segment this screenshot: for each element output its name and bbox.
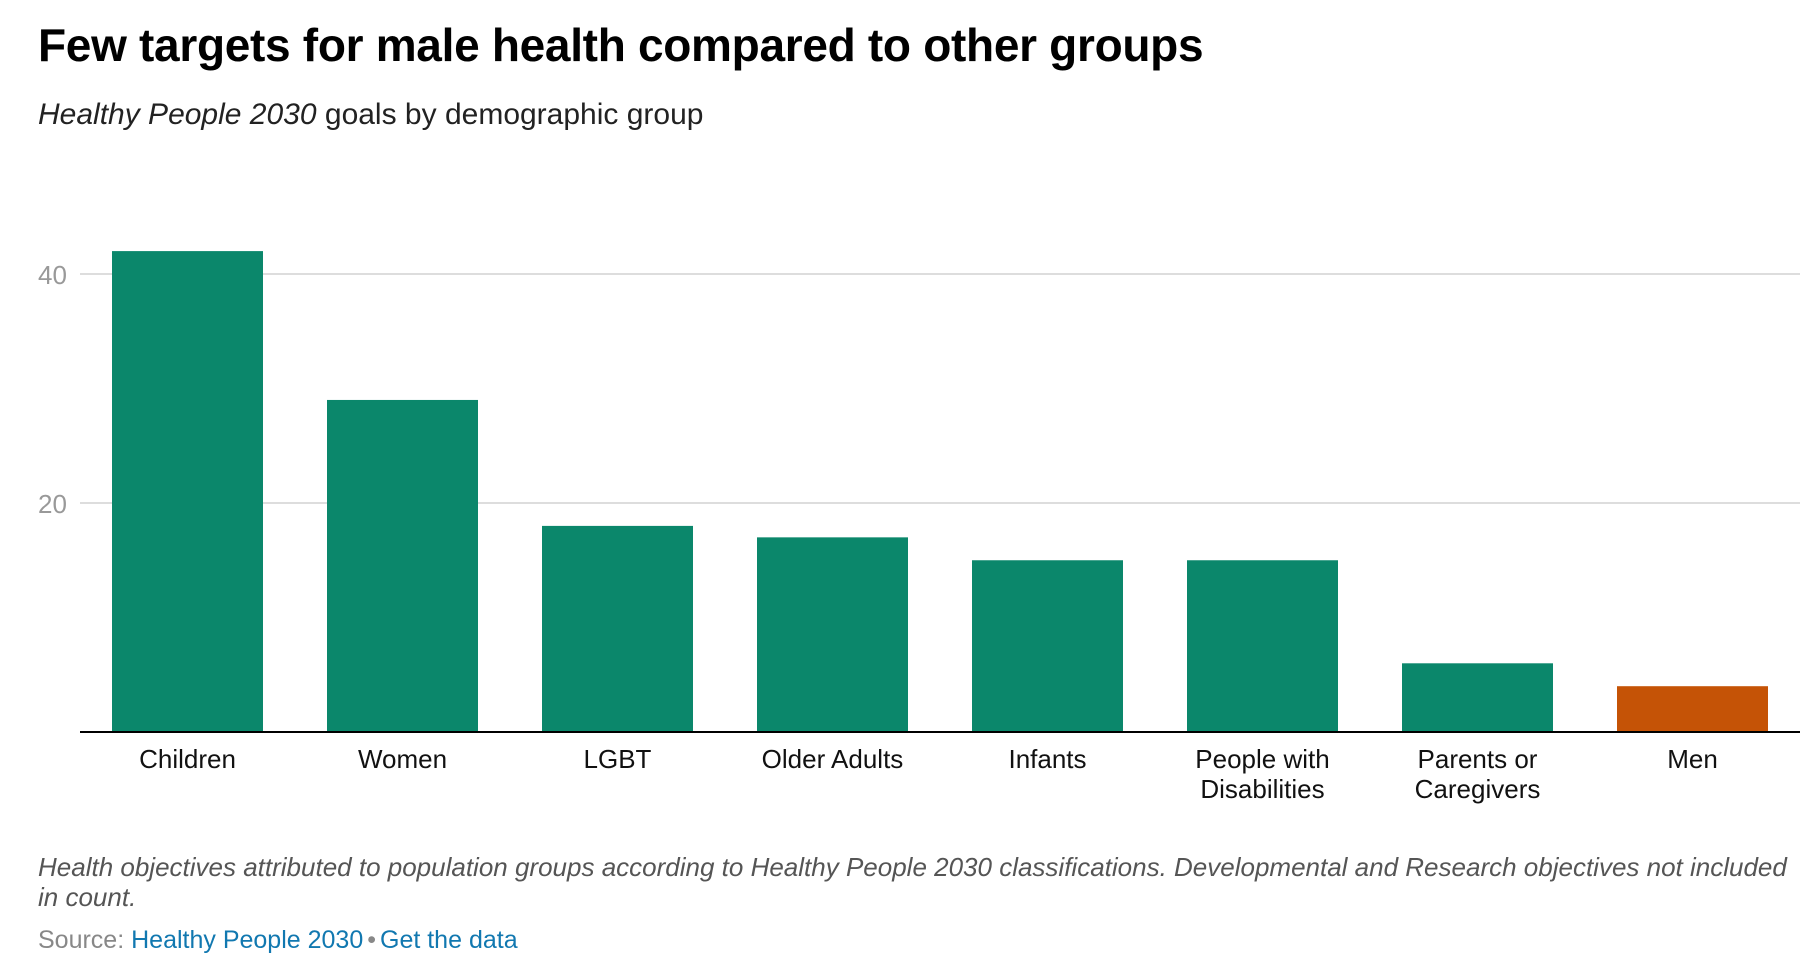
chart-title: Few targets for male health compared to … (38, 19, 1204, 71)
bar-people-with-disabilities (1187, 560, 1338, 732)
y-tick-label-40: 40 (38, 260, 67, 290)
subtitle-italic: Healthy People 2030 (38, 98, 317, 131)
source-separator: • (367, 926, 376, 954)
x-tick-label-men: Men (1667, 744, 1718, 774)
bar-parents-or-caregivers (1402, 663, 1553, 732)
x-tick-label-people-with-disabilities: People with Disabilities (1195, 744, 1329, 804)
chart-note: Health objectives attributed to populati… (38, 852, 1787, 912)
x-tick-label-parents-or-caregivers: Parents or Caregivers (1415, 744, 1541, 804)
x-tick-label-children: Children (139, 744, 236, 774)
x-tick-label-older-adults: Older Adults (762, 744, 904, 774)
chart-subtitle: Healthy People 2030 goals by demographic… (38, 98, 703, 132)
source-link[interactable]: Healthy People 2030 (131, 926, 364, 954)
bar-older-adults (757, 537, 908, 732)
subtitle-rest: goals by demographic group (316, 98, 704, 131)
bar-women (327, 399, 478, 732)
source-prefix: Source: (38, 926, 132, 954)
source-line: Source: Healthy People 2030 • Get the data (38, 926, 518, 955)
bar-men (1617, 686, 1768, 732)
x-tick-label-women: Women (358, 744, 447, 774)
bar-infants (972, 560, 1123, 732)
x-tick-label-infants: Infants (1008, 744, 1086, 774)
x-tick-label-lgbt: LGBT (584, 744, 652, 774)
bar-lgbt (542, 525, 693, 732)
get-data-link[interactable]: Get the data (380, 926, 518, 954)
bar-children (112, 251, 263, 732)
bar-chart: 20 40 Children Women LGBT Older Adults Infants… (38, 251, 1800, 804)
y-tick-label-20: 20 (38, 489, 67, 519)
